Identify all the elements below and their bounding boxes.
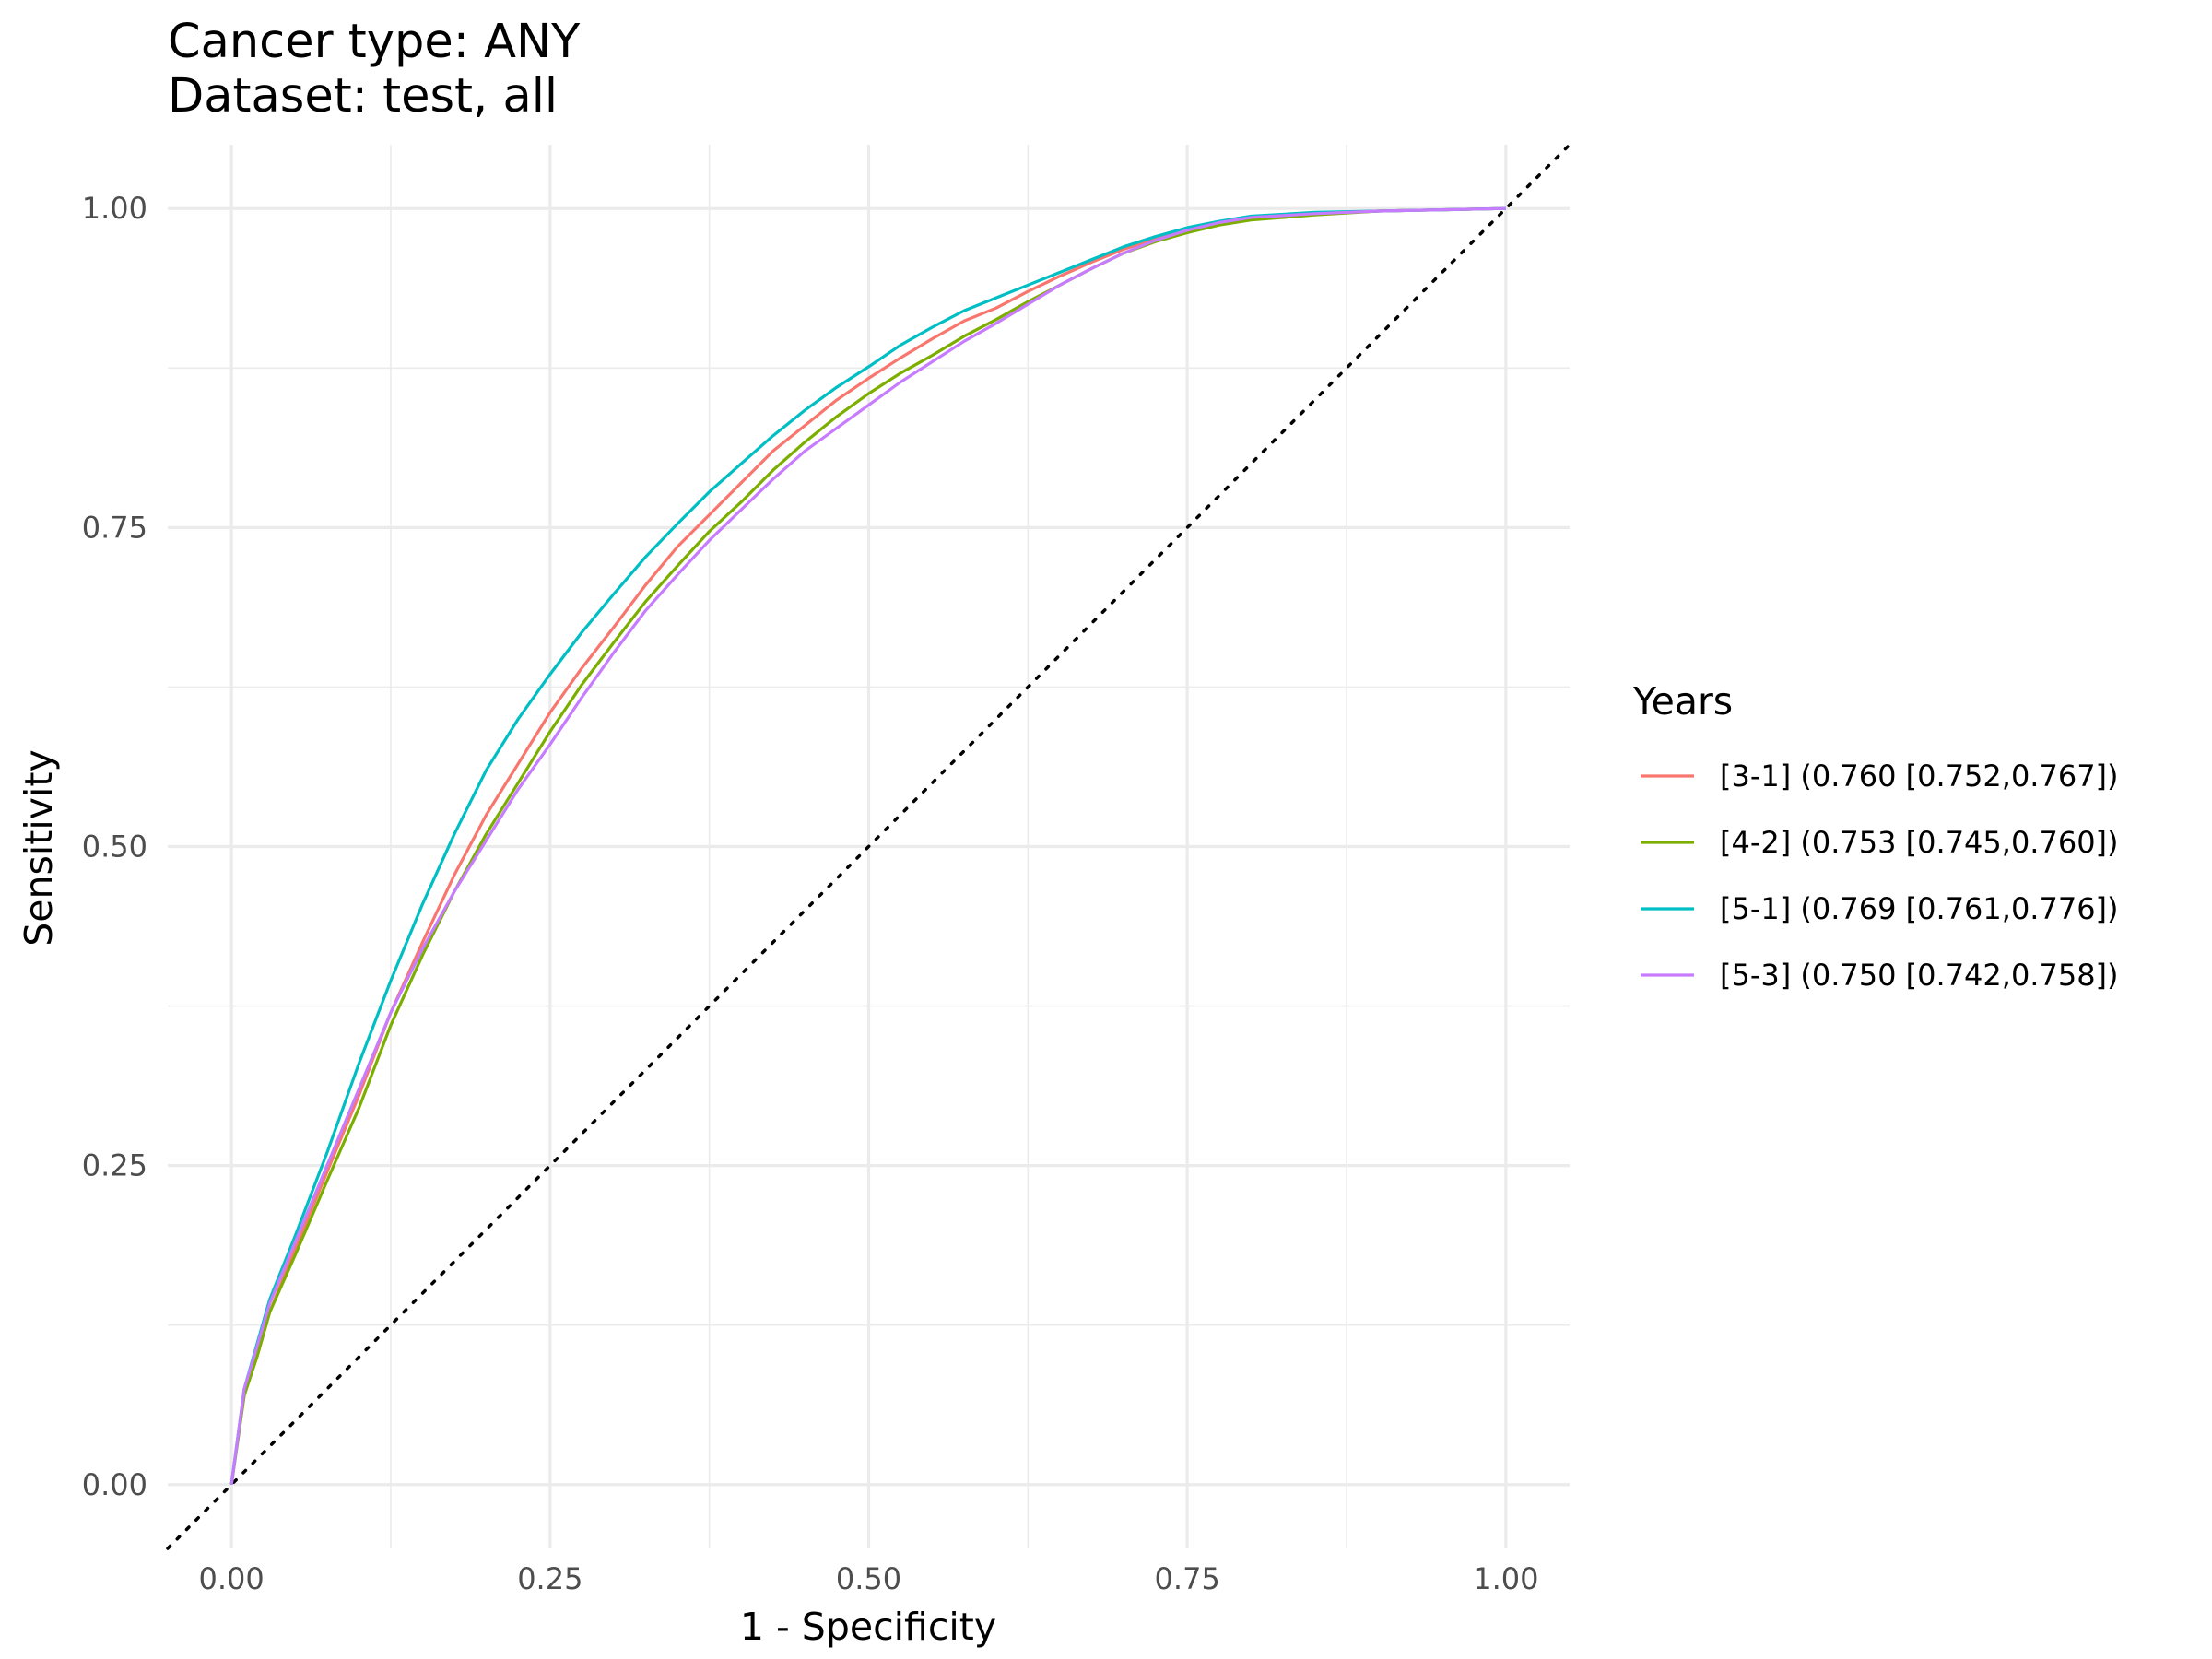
chart-title: Cancer type: ANY — [168, 15, 581, 69]
series-lines — [229, 206, 1506, 1486]
series-line-2 — [229, 206, 1506, 1486]
y-tick-label-1: 0.25 — [82, 1148, 147, 1183]
y-tick-label-2: 0.50 — [82, 830, 147, 865]
legend: [3-1] (0.760 [0.752,0.767]) [4-2] (0.753 … — [1641, 759, 2119, 993]
x-axis-ticks: 0.00 0.25 0.50 0.75 1.00 — [199, 1561, 1539, 1596]
legend-label-2: [5-1] (0.769 [0.761,0.776]) — [1720, 891, 2119, 926]
reference-diagonal — [166, 143, 1571, 1550]
y-tick-label-4: 1.00 — [82, 191, 147, 226]
legend-label-0: [3-1] (0.760 [0.752,0.767]) — [1720, 759, 2119, 794]
chart-subtitle: Dataset: test, all — [168, 69, 558, 124]
y-tick-label-3: 0.75 — [82, 510, 147, 545]
y-axis-ticks: 0.00 0.25 0.50 0.75 1.00 — [82, 191, 147, 1502]
reference-diagonal-line — [166, 143, 1571, 1550]
x-tick-label-1: 0.25 — [517, 1561, 582, 1596]
series-line-1 — [229, 206, 1506, 1486]
y-tick-label-0: 0.00 — [82, 1467, 147, 1502]
x-tick-label-2: 0.50 — [836, 1561, 901, 1596]
legend-label-3: [5-3] (0.750 [0.742,0.758]) — [1720, 958, 2119, 993]
x-axis-title: 1 - Specificity — [740, 1605, 996, 1649]
legend-label-1: [4-2] (0.753 [0.745,0.760]) — [1720, 825, 2119, 860]
series-line-3 — [229, 206, 1506, 1486]
x-tick-label-3: 0.75 — [1155, 1561, 1220, 1596]
legend-title: Years — [1632, 679, 1733, 724]
y-axis-title: Sensitivity — [17, 749, 61, 946]
x-tick-label-0: 0.00 — [199, 1561, 265, 1596]
x-tick-label-4: 1.00 — [1473, 1561, 1538, 1596]
